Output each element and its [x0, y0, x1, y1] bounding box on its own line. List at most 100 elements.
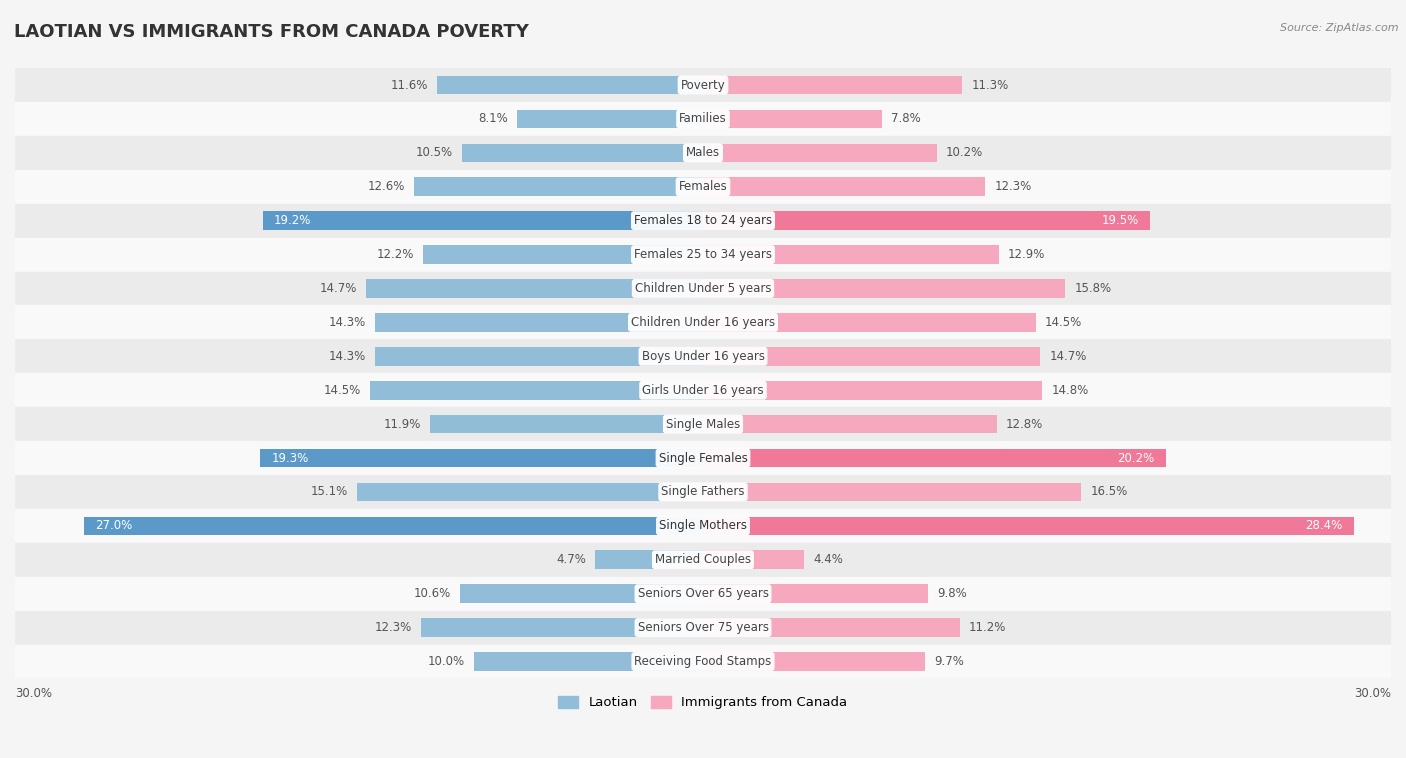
Text: 30.0%: 30.0% — [1354, 687, 1391, 700]
Bar — [703, 449, 1166, 468]
Text: Females: Females — [679, 180, 727, 193]
Bar — [15, 543, 1391, 577]
Bar — [15, 611, 1391, 644]
Bar — [703, 415, 997, 434]
Text: 12.8%: 12.8% — [1005, 418, 1043, 431]
Text: 7.8%: 7.8% — [891, 112, 921, 125]
Text: Single Mothers: Single Mothers — [659, 519, 747, 532]
Text: 27.0%: 27.0% — [96, 519, 132, 532]
Bar — [423, 246, 703, 264]
Text: 11.3%: 11.3% — [972, 79, 1008, 92]
Text: 11.2%: 11.2% — [969, 621, 1007, 634]
Bar — [15, 441, 1391, 475]
Bar — [460, 584, 703, 603]
Text: Married Couples: Married Couples — [655, 553, 751, 566]
Bar — [15, 644, 1391, 678]
Bar — [15, 475, 1391, 509]
Text: 14.3%: 14.3% — [329, 316, 366, 329]
Text: Children Under 16 years: Children Under 16 years — [631, 316, 775, 329]
Text: 28.4%: 28.4% — [1306, 519, 1343, 532]
Bar — [263, 211, 703, 230]
Text: 14.5%: 14.5% — [1045, 316, 1083, 329]
Text: 12.6%: 12.6% — [367, 180, 405, 193]
Text: 10.6%: 10.6% — [413, 587, 451, 600]
Bar — [15, 340, 1391, 373]
Text: 9.7%: 9.7% — [935, 655, 965, 668]
Text: 8.1%: 8.1% — [478, 112, 508, 125]
Bar — [474, 652, 703, 671]
Bar — [703, 550, 804, 569]
Bar — [517, 110, 703, 128]
Text: Poverty: Poverty — [681, 79, 725, 92]
Text: 12.3%: 12.3% — [374, 621, 412, 634]
Text: Children Under 5 years: Children Under 5 years — [634, 282, 772, 295]
Text: Seniors Over 65 years: Seniors Over 65 years — [637, 587, 769, 600]
Bar — [595, 550, 703, 569]
Text: 20.2%: 20.2% — [1118, 452, 1154, 465]
Text: Females 25 to 34 years: Females 25 to 34 years — [634, 248, 772, 261]
Bar — [703, 483, 1081, 501]
Text: Females 18 to 24 years: Females 18 to 24 years — [634, 215, 772, 227]
Text: 4.7%: 4.7% — [557, 553, 586, 566]
Text: 10.5%: 10.5% — [416, 146, 453, 159]
Bar — [375, 347, 703, 365]
Text: Males: Males — [686, 146, 720, 159]
Bar — [15, 373, 1391, 407]
Text: 12.9%: 12.9% — [1008, 248, 1046, 261]
Bar — [703, 313, 1036, 332]
Text: 11.9%: 11.9% — [384, 418, 420, 431]
Bar — [430, 415, 703, 434]
Text: 9.8%: 9.8% — [936, 587, 967, 600]
Text: 14.3%: 14.3% — [329, 349, 366, 363]
Bar — [15, 102, 1391, 136]
Text: 14.5%: 14.5% — [323, 384, 361, 396]
Bar — [703, 177, 986, 196]
Bar — [703, 246, 998, 264]
Bar — [15, 271, 1391, 305]
Bar — [357, 483, 703, 501]
Text: LAOTIAN VS IMMIGRANTS FROM CANADA POVERTY: LAOTIAN VS IMMIGRANTS FROM CANADA POVERT… — [14, 23, 529, 41]
Bar — [366, 279, 703, 298]
Text: Families: Families — [679, 112, 727, 125]
Text: 12.2%: 12.2% — [377, 248, 413, 261]
Bar — [370, 381, 703, 399]
Bar — [703, 381, 1042, 399]
Bar — [260, 449, 703, 468]
Bar — [703, 619, 960, 637]
Text: 19.2%: 19.2% — [274, 215, 312, 227]
Bar — [703, 652, 925, 671]
Bar — [703, 584, 928, 603]
Bar — [703, 143, 936, 162]
Bar — [703, 110, 882, 128]
Text: Single Fathers: Single Fathers — [661, 485, 745, 499]
Bar — [15, 577, 1391, 611]
Bar — [413, 177, 703, 196]
Text: Receiving Food Stamps: Receiving Food Stamps — [634, 655, 772, 668]
Text: 16.5%: 16.5% — [1091, 485, 1128, 499]
Text: 15.8%: 15.8% — [1074, 282, 1112, 295]
Text: 12.3%: 12.3% — [994, 180, 1032, 193]
Bar — [15, 305, 1391, 340]
Text: 19.5%: 19.5% — [1101, 215, 1139, 227]
Bar — [463, 143, 703, 162]
Text: 15.1%: 15.1% — [311, 485, 347, 499]
Text: Single Females: Single Females — [658, 452, 748, 465]
Text: 11.6%: 11.6% — [391, 79, 427, 92]
Text: Girls Under 16 years: Girls Under 16 years — [643, 384, 763, 396]
Text: Single Males: Single Males — [666, 418, 740, 431]
Bar — [15, 68, 1391, 102]
Text: 14.7%: 14.7% — [1049, 349, 1087, 363]
Text: Source: ZipAtlas.com: Source: ZipAtlas.com — [1281, 23, 1399, 33]
Bar — [420, 619, 703, 637]
Bar — [15, 509, 1391, 543]
Legend: Laotian, Immigrants from Canada: Laotian, Immigrants from Canada — [553, 691, 853, 715]
Text: 19.3%: 19.3% — [271, 452, 309, 465]
Bar — [703, 516, 1354, 535]
Text: Seniors Over 75 years: Seniors Over 75 years — [637, 621, 769, 634]
Bar — [84, 516, 703, 535]
Bar — [437, 76, 703, 94]
Bar — [15, 136, 1391, 170]
Text: 10.2%: 10.2% — [946, 146, 983, 159]
Text: 14.8%: 14.8% — [1052, 384, 1088, 396]
Text: 10.0%: 10.0% — [427, 655, 464, 668]
